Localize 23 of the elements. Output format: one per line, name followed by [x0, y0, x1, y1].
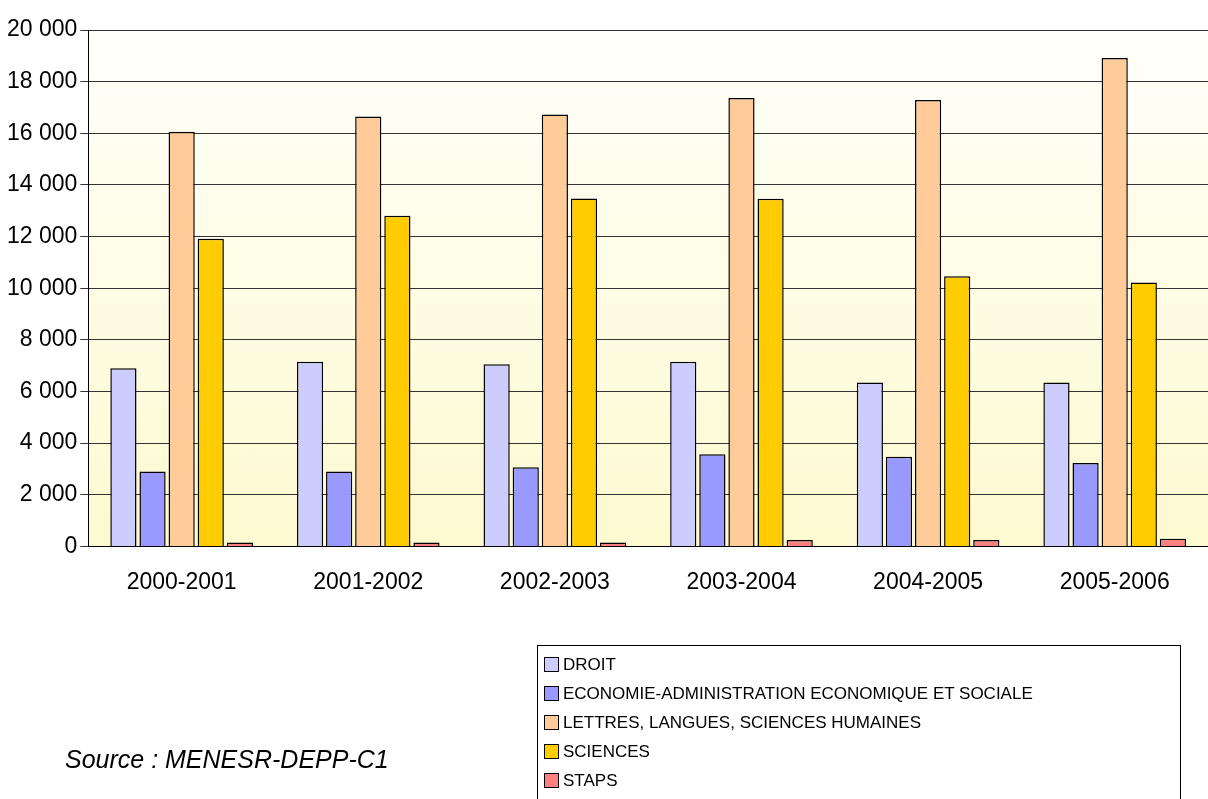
legend-label: SCIENCES — [563, 741, 650, 763]
y-tick-label: 14 000 — [6, 170, 78, 197]
x-tick-label: 2004-2005 — [873, 567, 984, 594]
legend-label: DROIT — [563, 654, 616, 676]
legend-label: LETTRES, LANGUES, SCIENCES HUMAINES — [563, 712, 922, 734]
x-tick-label: 2002-2003 — [499, 567, 610, 594]
y-tick-label: 10 000 — [6, 273, 78, 300]
y-tick-label: 8 000 — [19, 325, 78, 352]
y-tick-label: 16 000 — [6, 118, 78, 145]
x-tick-label: 2000-2001 — [126, 567, 237, 594]
legend-label: ECONOMIE-ADMINISTRATION ECONOMIQUE ET SOCIALE — [563, 683, 1033, 705]
y-tick-label: 6 000 — [19, 376, 78, 403]
x-tick-label: 2003-2004 — [686, 567, 797, 594]
y-tick-label: 12 000 — [6, 221, 78, 248]
y-tick-label: 0 — [64, 531, 78, 558]
x-tick-label: 2005-2006 — [1059, 567, 1170, 594]
y-tick-label: 20 000 — [6, 15, 78, 42]
y-tick-label: 4 000 — [19, 428, 78, 455]
x-tick-label: 2001-2002 — [313, 567, 424, 594]
source-note: Source : MENESR-DEPP-C1 — [65, 745, 389, 774]
legend-label: STAPS — [563, 770, 618, 792]
y-tick-label: 18 000 — [6, 66, 78, 93]
y-tick-label: 2 000 — [19, 480, 78, 507]
